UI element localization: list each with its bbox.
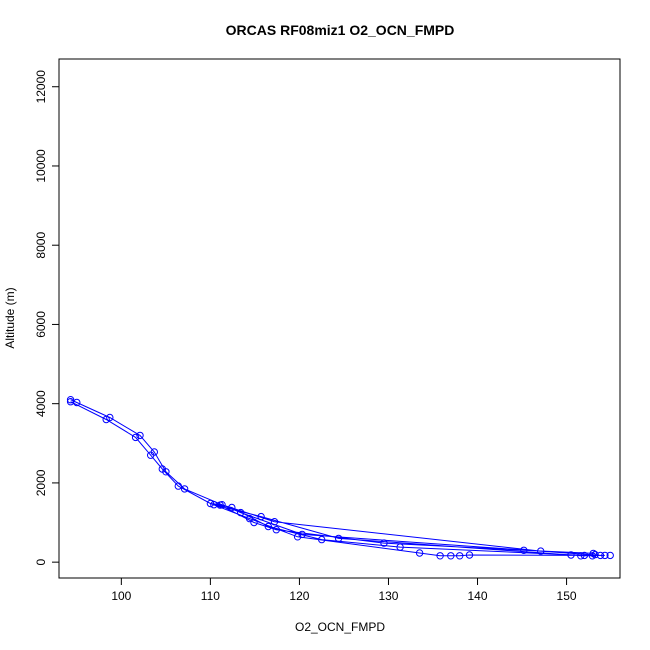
data-point bbox=[257, 512, 265, 521]
data-point bbox=[456, 552, 464, 560]
data-point bbox=[237, 508, 245, 517]
chart-title: ORCAS RF08miz1 O2_OCN_FMPD bbox=[226, 22, 455, 38]
data-point bbox=[218, 501, 226, 509]
data-point bbox=[272, 526, 280, 534]
data-point bbox=[298, 530, 306, 539]
data-point bbox=[589, 549, 597, 558]
y-tick-label: 2000 bbox=[34, 469, 48, 496]
data-point bbox=[567, 551, 575, 559]
series-line bbox=[70, 399, 605, 557]
data-point bbox=[380, 539, 388, 547]
y-tick-label: 12000 bbox=[34, 70, 48, 104]
data-point bbox=[537, 547, 545, 555]
x-tick-label: 110 bbox=[201, 589, 220, 603]
data-point bbox=[228, 503, 236, 512]
data-point bbox=[264, 522, 272, 531]
y-tick-label: 4000 bbox=[34, 390, 48, 417]
x-tick-label: 120 bbox=[289, 589, 309, 603]
data-point bbox=[162, 468, 170, 476]
y-axis-label: Altitude (m) bbox=[3, 287, 17, 348]
data-point bbox=[73, 398, 81, 407]
data-point bbox=[447, 552, 455, 560]
data-point bbox=[318, 535, 326, 544]
data-point bbox=[334, 534, 343, 543]
x-tick-label: 150 bbox=[557, 589, 577, 603]
data-point bbox=[206, 499, 215, 508]
data-point bbox=[245, 514, 254, 523]
data-point bbox=[436, 552, 444, 560]
data-point bbox=[131, 433, 140, 442]
x-axis: 100 110 120 130 140 150 bbox=[111, 577, 577, 603]
data-point bbox=[601, 551, 609, 560]
data-point bbox=[180, 485, 189, 493]
x-tick-label: 130 bbox=[378, 589, 398, 603]
data-point bbox=[293, 533, 302, 541]
y-tick-label: 0 bbox=[34, 558, 48, 565]
series-layer bbox=[66, 396, 614, 560]
data-point bbox=[396, 543, 404, 551]
data-point bbox=[250, 518, 258, 527]
y-axis: 0 2000 4000 6000 8000 10000 12000 bbox=[34, 70, 60, 565]
x-tick-label: 100 bbox=[111, 589, 131, 603]
data-point bbox=[270, 518, 279, 526]
data-point bbox=[150, 448, 159, 456]
data-point bbox=[102, 415, 110, 424]
data-point bbox=[580, 551, 589, 560]
plot-frame bbox=[58, 58, 621, 579]
x-axis-label: O2_OCN_FMPD bbox=[295, 620, 385, 634]
data-point bbox=[596, 551, 605, 560]
data-point bbox=[136, 431, 144, 440]
data-point bbox=[174, 482, 183, 490]
y-tick-label: 6000 bbox=[34, 311, 48, 338]
data-point bbox=[106, 413, 114, 422]
x-tick-label: 140 bbox=[468, 589, 488, 603]
data-point bbox=[520, 546, 528, 554]
y-tick-label: 8000 bbox=[34, 232, 48, 259]
data-point bbox=[577, 552, 585, 560]
data-point bbox=[465, 551, 474, 559]
data-point bbox=[66, 396, 75, 404]
data-point bbox=[606, 551, 614, 560]
y-tick-label: 10000 bbox=[34, 149, 48, 183]
data-point bbox=[415, 549, 424, 557]
data-point bbox=[591, 550, 599, 559]
